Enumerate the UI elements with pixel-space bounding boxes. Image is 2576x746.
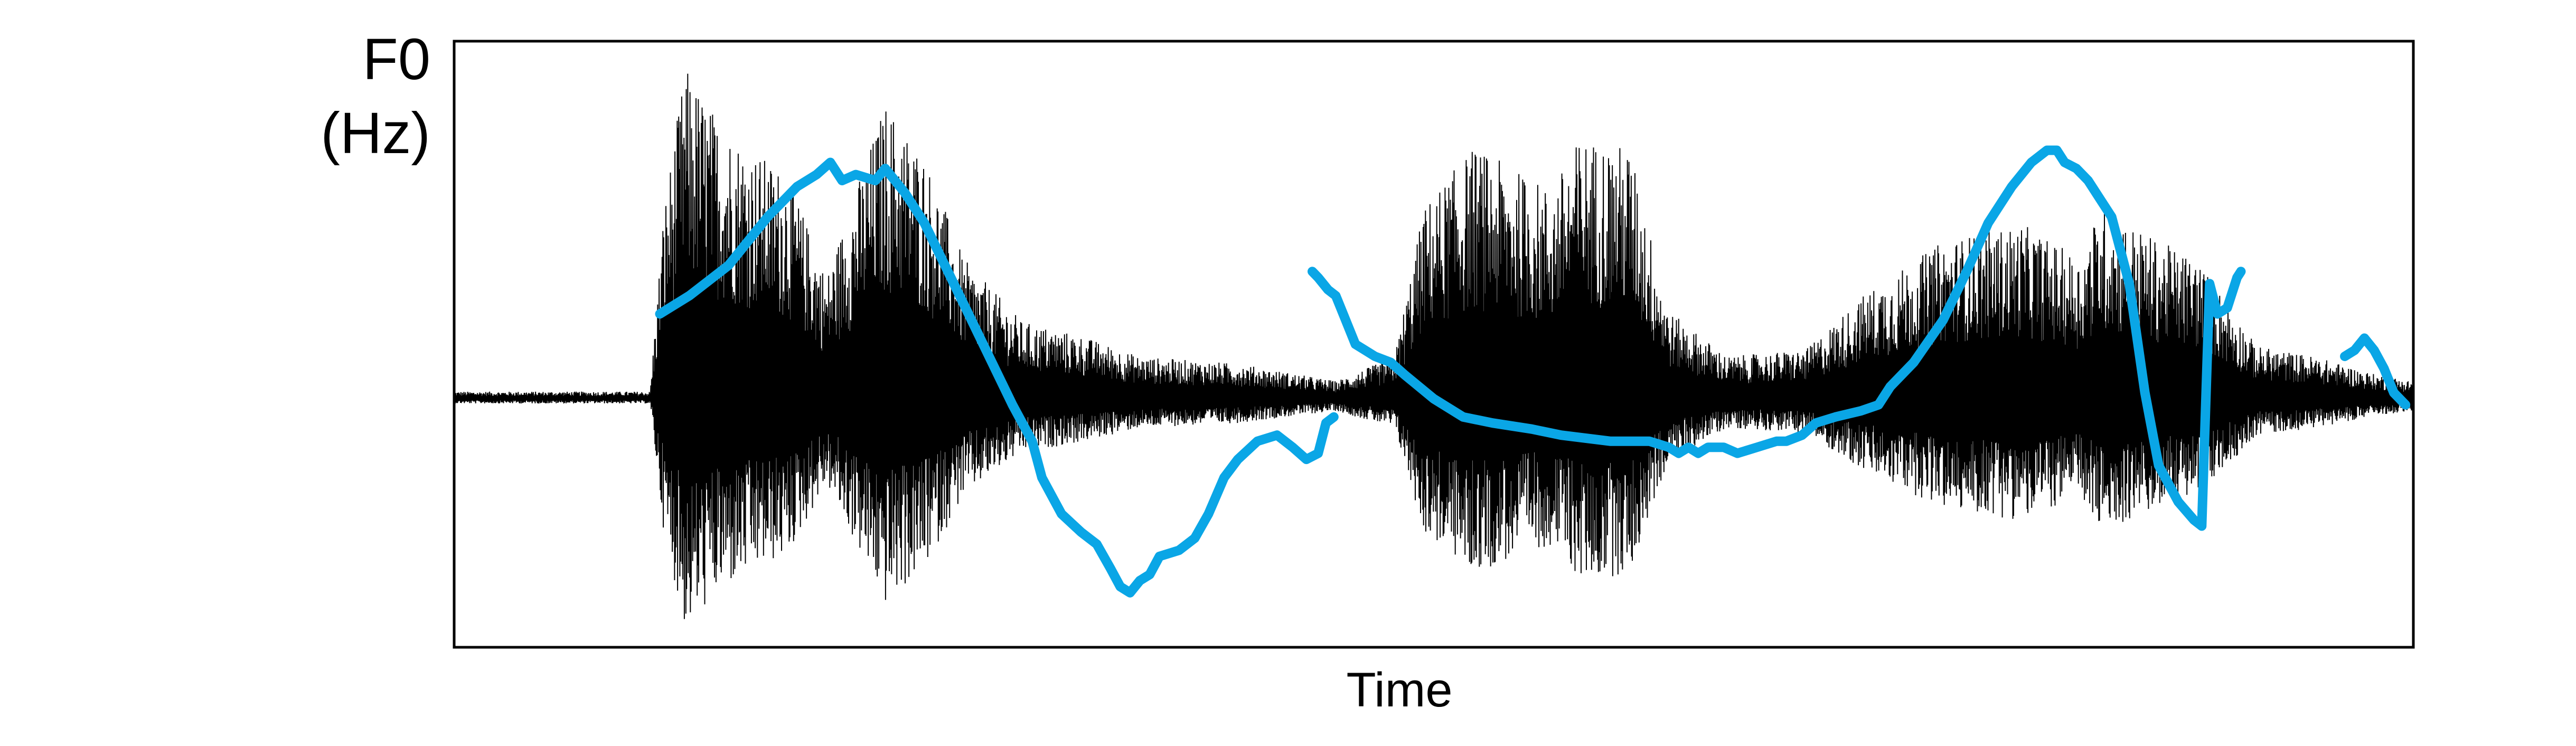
y-axis-label-line-2: (Hz) [321,101,430,166]
y-axis-label-line-1: F0 [363,27,430,92]
x-axis-label: Time [1346,663,1452,717]
f0-contour-group [655,145,2411,598]
f0-contour-segment-1 [655,157,1339,598]
f0-contour-segment-3 [2340,333,2411,410]
waveform-trace [454,73,2414,619]
waveform-group [454,73,2414,619]
f0-contour-segment-2 [1308,145,2246,531]
